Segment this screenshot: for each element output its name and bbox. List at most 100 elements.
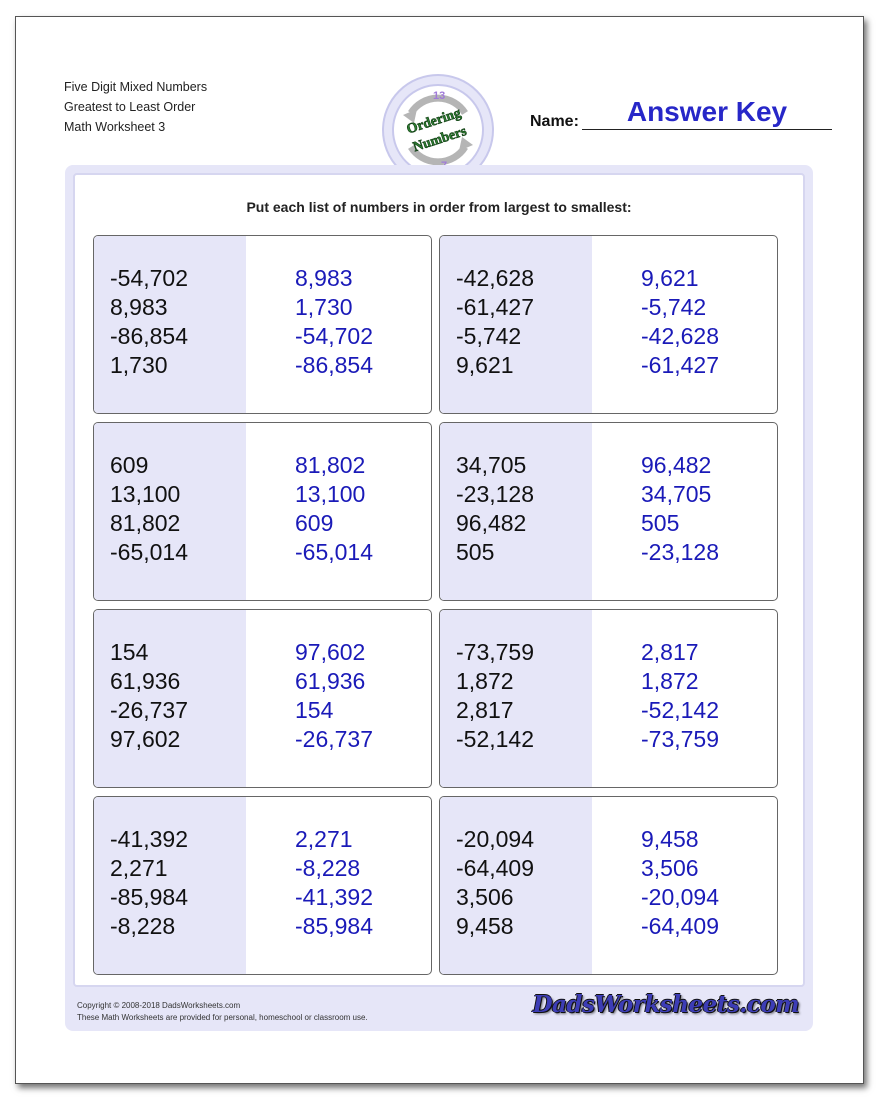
answer-number: 2,271 (295, 826, 353, 852)
given-number: 8,983 (110, 294, 168, 320)
given-column-shade (94, 236, 246, 413)
given-number: -54,702 (110, 265, 189, 291)
given-number: -8,228 (110, 913, 176, 939)
instruction-text: Put each list of numbers in order from l… (246, 199, 632, 215)
answer-number: -65,014 (295, 539, 374, 565)
given-number: 2,271 (110, 855, 168, 881)
answer-number: -8,228 (295, 855, 361, 881)
answer-number: 1,872 (641, 668, 699, 694)
given-column-shade (94, 797, 246, 974)
answer-number: 34,705 (641, 481, 712, 507)
given-number: 34,705 (456, 452, 527, 478)
answer-list: 81,802 13,100 609 -65,014 (295, 451, 373, 567)
given-column-shade (440, 236, 592, 413)
given-number: 1,872 (456, 668, 514, 694)
problems-frame: Put each list of numbers in order from l… (65, 165, 813, 1031)
name-field: Name: Answer Key (530, 95, 832, 131)
given-number: -41,392 (110, 826, 189, 852)
answer-number: -73,759 (641, 726, 720, 752)
answer-number: 8,983 (295, 265, 353, 291)
given-number: -20,094 (456, 826, 535, 852)
answer-number: 97,602 (295, 639, 366, 665)
given-list: 34,705 -23,128 96,482 505 (456, 451, 534, 567)
answer-key-title: Answer Key (626, 96, 788, 127)
problem-box-2: -42,628 -61,427 -5,742 9,621 9,621 -5,74… (439, 235, 778, 414)
usage-notice: These Math Worksheets are provided for p… (77, 1013, 368, 1022)
answer-number: 61,936 (295, 668, 366, 694)
given-list: -20,094 -64,409 3,506 9,458 (456, 825, 534, 941)
given-number: 505 (456, 539, 495, 565)
given-number: -52,142 (456, 726, 535, 752)
answer-number: 96,482 (641, 452, 712, 478)
copyright-line: Copyright © 2008-2018 DadsWorksheets.com (77, 1001, 241, 1010)
name-underline (582, 129, 832, 130)
given-number: -42,628 (456, 265, 535, 291)
given-number: -73,759 (456, 639, 535, 665)
answer-number: -54,702 (295, 323, 374, 349)
given-number: -23,128 (456, 481, 535, 507)
given-number: -5,742 (456, 323, 522, 349)
given-list: -54,702 8,983 -86,854 1,730 (110, 264, 188, 380)
problem-box-8: -20,094 -64,409 3,506 9,458 9,458 3,506 … (439, 796, 778, 975)
answer-number: -61,427 (641, 352, 720, 378)
answer-number: 609 (295, 510, 334, 536)
answer-number: -26,737 (295, 726, 374, 752)
answer-number: -41,392 (295, 884, 374, 910)
given-number: 61,936 (110, 668, 181, 694)
given-number: -26,737 (110, 697, 189, 723)
answer-list: 9,621 -5,742 -42,628 -61,427 (641, 264, 719, 380)
given-number: 609 (110, 452, 149, 478)
given-list: 154 61,936 -26,737 97,602 (110, 638, 188, 754)
answer-number: -20,094 (641, 884, 720, 910)
answer-list: 9,458 3,506 -20,094 -64,409 (641, 825, 719, 941)
answer-number: -85,984 (295, 913, 374, 939)
answer-list: 96,482 34,705 505 -23,128 (641, 451, 719, 567)
given-number: -64,409 (456, 855, 535, 881)
name-label: Name: (530, 113, 579, 130)
header-line-2: Greatest to Least Order (64, 100, 196, 114)
answer-number: 505 (641, 510, 680, 536)
given-list: -41,392 2,271 -85,984 -8,228 (110, 825, 188, 941)
problems-panel: Put each list of numbers in order from l… (73, 173, 805, 987)
given-number: 2,817 (456, 697, 514, 723)
header-line-1: Five Digit Mixed Numbers (64, 80, 208, 94)
given-column-shade (440, 797, 592, 974)
answer-list: 2,817 1,872 -52,142 -73,759 (641, 638, 719, 754)
answer-number: 154 (295, 697, 334, 723)
problem-box-6: -73,759 1,872 2,817 -52,142 2,817 1,872 … (439, 609, 778, 788)
given-number: 97,602 (110, 726, 181, 752)
answer-number: -5,742 (641, 294, 707, 320)
problem-box-5: 154 61,936 -26,737 97,602 97,602 61,936 … (93, 609, 432, 788)
answer-number: 9,458 (641, 826, 699, 852)
given-number: -65,014 (110, 539, 189, 565)
logo-top-number: 13 (433, 90, 445, 102)
answer-number: 2,817 (641, 639, 699, 665)
answer-number: -52,142 (641, 697, 720, 723)
answer-number: 81,802 (295, 452, 366, 478)
answer-number: -86,854 (295, 352, 374, 378)
problem-box-3: 609 13,100 81,802 -65,014 81,802 13,100 … (93, 422, 432, 601)
ordering-numbers-logo: 13 Ordering Numbers 7 (382, 74, 494, 186)
given-number: -85,984 (110, 884, 189, 910)
given-number: 9,621 (456, 352, 514, 378)
worksheet-header: Five Digit Mixed Numbers Greatest to Lea… (64, 77, 207, 137)
header-line-3: Math Worksheet 3 (64, 120, 166, 134)
answer-number: -64,409 (641, 913, 720, 939)
given-number: 1,730 (110, 352, 168, 378)
given-column-shade (94, 610, 246, 787)
given-number: -86,854 (110, 323, 189, 349)
problem-box-1: -54,702 8,983 -86,854 1,730 8,983 1,730 … (93, 235, 432, 414)
answer-list: 2,271 -8,228 -41,392 -85,984 (295, 825, 373, 941)
given-number: -61,427 (456, 294, 535, 320)
answer-number: -23,128 (641, 539, 720, 565)
given-list: 609 13,100 81,802 -65,014 (110, 451, 188, 567)
given-column-shade (440, 423, 592, 600)
given-number: 154 (110, 639, 149, 665)
answer-number: 1,730 (295, 294, 353, 320)
given-number: 96,482 (456, 510, 527, 536)
problem-box-7: -41,392 2,271 -85,984 -8,228 2,271 -8,22… (93, 796, 432, 975)
given-column-shade (440, 610, 592, 787)
answer-list: 8,983 1,730 -54,702 -86,854 (295, 264, 373, 380)
worksheet-page: Five Digit Mixed Numbers Greatest to Lea… (15, 16, 864, 1084)
answer-number: -42,628 (641, 323, 720, 349)
